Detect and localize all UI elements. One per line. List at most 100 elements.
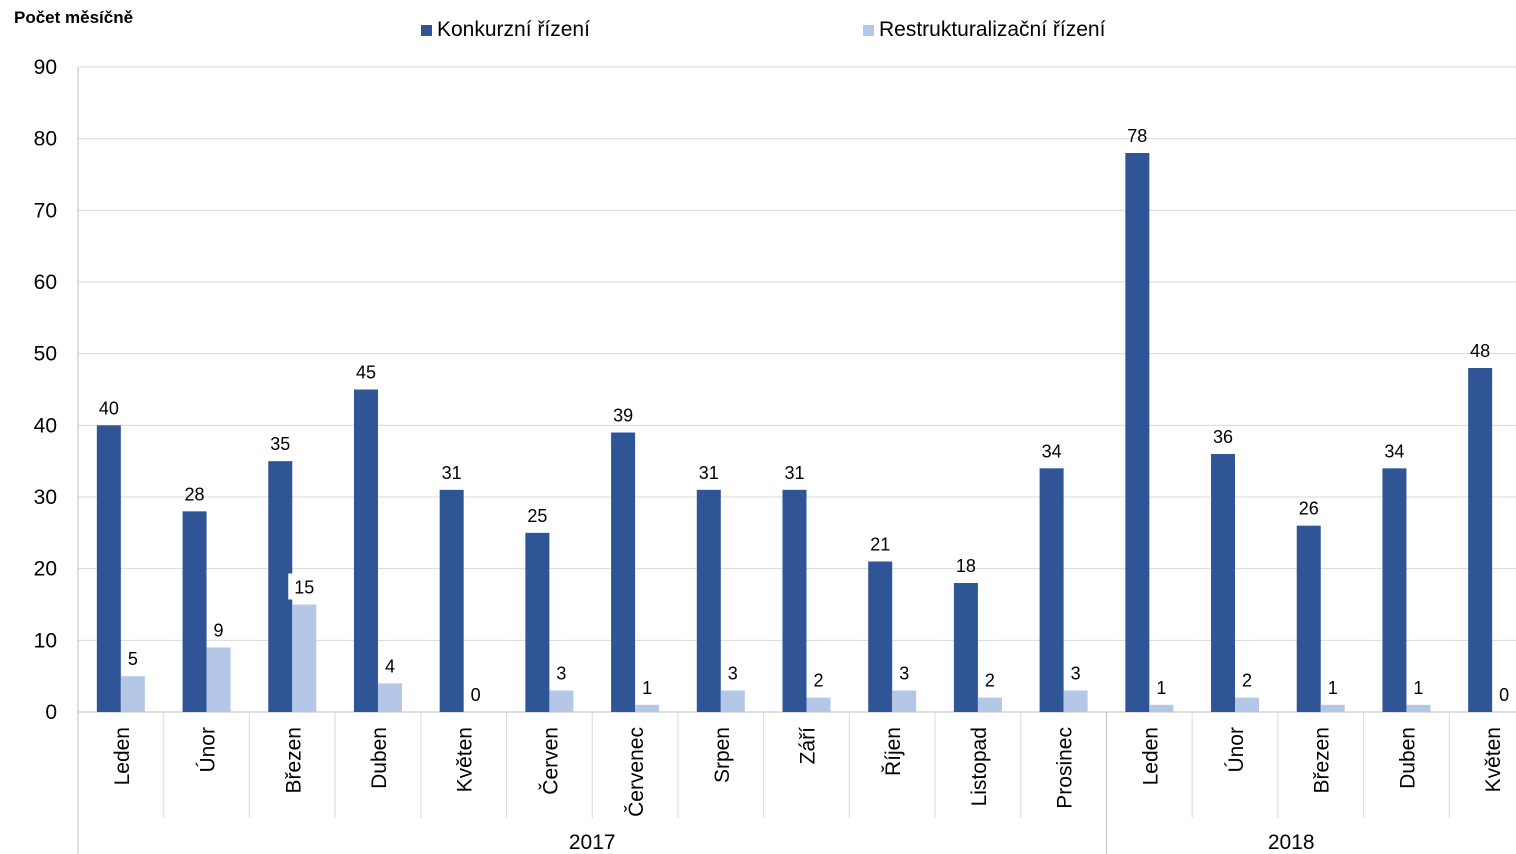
data-label-konkurzni: 28 [185,484,205,504]
x-tick-label: Listopad [968,727,991,806]
x-tick-label: Srpen [711,727,734,783]
data-label-konkurzni: 31 [442,463,462,483]
y-tick-label: 50 [34,343,57,366]
x-tick-label: Červen [539,727,562,795]
x-tick-label: Leden [1139,727,1162,785]
data-label-restrukturalizacni: 1 [1156,678,1166,698]
x-tick-label: Únor [197,727,220,773]
data-label-konkurzni: 48 [1470,341,1490,361]
x-tick-label: Únor [1225,727,1248,773]
data-label-restrukturalizacni: 3 [1071,664,1081,684]
bar-konkurzni [1039,468,1064,712]
x-tick-label: Květen [454,727,477,792]
bar-konkurzni [1382,468,1407,712]
data-label-restrukturalizacni: 3 [556,664,566,684]
bar-konkurzni [953,583,978,712]
y-tick-label: 90 [34,56,57,79]
y-tick-label: 10 [34,629,57,652]
x-tick-label: Říjen [882,727,905,776]
bar-restrukturalizacni [720,690,745,712]
x-tick-label: Duben [1396,727,1419,789]
bar-restrukturalizacni [206,647,231,712]
data-label-restrukturalizacni: 15 [294,578,314,598]
bar-restrukturalizacni [1149,704,1174,712]
legend-label-restrukturalizacni: Restrukturalizační řízení [879,18,1106,41]
bar-konkurzni [525,532,550,712]
data-label-restrukturalizacni: 3 [728,664,738,684]
data-label-restrukturalizacni: 3 [899,664,909,684]
data-label-restrukturalizacni: 0 [471,685,481,705]
y-tick-label: 80 [34,128,57,151]
legend-item-konkurzni: Konkurzní řízení [421,18,590,42]
bar-restrukturalizacni [806,697,831,712]
data-label-konkurzni: 36 [1213,427,1233,447]
y-tick-label: 70 [34,199,57,222]
bar-restrukturalizacni [977,697,1002,712]
data-label-restrukturalizacni: 0 [1499,685,1509,705]
y-axis-title: Počet měsíčně [14,8,134,27]
data-label-konkurzni: 40 [99,398,119,418]
data-label-konkurzni: 21 [870,535,890,555]
y-tick-label: 30 [34,486,57,509]
data-label-konkurzni: 35 [270,434,290,454]
bar-restrukturalizacni [120,676,145,712]
x-tick-label: Květen [1482,727,1505,792]
y-tick-label: 60 [34,271,57,294]
bar-konkurzni [696,489,721,712]
bar-restrukturalizacni [549,690,574,712]
bar-konkurzni [96,425,121,712]
data-label-konkurzni: 26 [1299,499,1319,519]
x-tick-label: Březen [282,727,305,794]
bar-restrukturalizacni [635,704,660,712]
legend-swatch-restrukturalizacni [863,24,874,36]
data-label-restrukturalizacni: 9 [214,621,224,641]
x-tick-label: Březen [1311,727,1334,794]
bar-restrukturalizacni [1406,704,1431,712]
data-label-konkurzni: 45 [356,363,376,383]
legend-item-restrukturalizacni: Restrukturalizační řízení [863,18,1105,42]
data-label-restrukturalizacni: 1 [1413,678,1423,698]
data-label-restrukturalizacni: 2 [1242,671,1252,691]
data-label-konkurzni: 39 [613,406,633,426]
data-label-konkurzni: 25 [527,506,547,526]
data-label-konkurzni: 31 [699,463,719,483]
x-tick-label: Červenec [625,727,648,817]
legend-swatch-konkurzni [421,24,432,36]
x-tick-label: Září [797,727,820,765]
data-label-konkurzni: 31 [784,463,804,483]
group-label: 2017 [569,831,616,854]
data-label-restrukturalizacni: 4 [385,656,395,676]
data-label-konkurzni: 78 [1127,126,1147,146]
data-label-bg [288,573,321,600]
bar-restrukturalizacni [1235,697,1260,712]
bar-restrukturalizacni [1063,690,1088,712]
bar-konkurzni [1211,454,1236,712]
bar-restrukturalizacni [1320,704,1345,712]
group-label: 2018 [1268,831,1315,854]
legend-label-konkurzni: Konkurzní řízení [437,18,590,41]
y-tick-label: 20 [34,558,57,581]
y-tick-label: 0 [45,701,57,724]
data-label-konkurzni: 34 [1384,441,1404,461]
bar-konkurzni [353,389,378,712]
data-label-konkurzni: 34 [1042,441,1062,461]
x-tick-label: Leden [111,727,134,785]
x-tick-label: Duben [368,727,391,789]
y-tick-label: 40 [34,414,57,437]
bar-konkurzni [868,561,893,712]
data-label-restrukturalizacni: 2 [985,671,995,691]
data-label-restrukturalizacni: 1 [642,678,652,698]
bar-konkurzni [439,489,464,712]
data-label-restrukturalizacni: 5 [128,649,138,669]
bar-konkurzni [1468,368,1493,712]
data-label-restrukturalizacni: 1 [1328,678,1338,698]
bar-konkurzni [611,432,636,712]
bar-restrukturalizacni [292,604,317,712]
bar-konkurzni [182,511,207,712]
bar-konkurzni [1296,525,1321,712]
bar-restrukturalizacni [377,683,402,712]
bar-konkurzni [1125,153,1150,712]
data-label-konkurzni: 18 [956,556,976,576]
x-tick-label: Prosinec [1054,727,1077,809]
